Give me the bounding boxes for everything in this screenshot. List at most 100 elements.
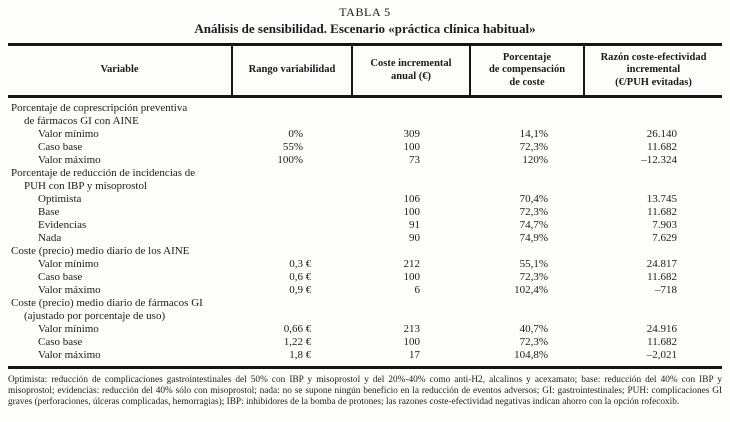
table-row: Optimista 106 70,4% 13.745: [8, 193, 722, 206]
coste-value: 106: [403, 193, 421, 205]
razon-value: –718: [655, 284, 677, 296]
pct-value: 102,4%: [514, 284, 548, 296]
row-label: Valor máximo: [38, 154, 101, 166]
coste-value: 213: [403, 323, 421, 335]
group-row: de fármacos GI con AINE: [8, 115, 722, 128]
row-label: Nada: [38, 232, 62, 244]
coste-value: 100: [403, 206, 421, 218]
col-header-rango-variabilidad: Rango variabilidad: [231, 44, 352, 98]
coste-value: [352, 115, 470, 128]
coste-value: [352, 167, 470, 180]
row-label: Base: [38, 206, 60, 218]
razon-value: [584, 310, 722, 323]
pct-value: 74,7%: [519, 219, 548, 231]
table-row: Caso base 1,22 € 100 72,3% 11.682: [8, 336, 722, 349]
razon-value: 11.682: [647, 271, 677, 283]
table-caption: TABLA 5 Análisis de sensibilidad. Escena…: [0, 0, 730, 37]
rango-value: [232, 193, 352, 206]
razon-value: 11.682: [647, 206, 677, 218]
rango-value: 100%: [277, 154, 303, 166]
pct-value: 104,8%: [514, 349, 548, 361]
coste-value: [352, 310, 470, 323]
coste-value: [352, 245, 470, 258]
rango-value: [232, 180, 352, 193]
razon-value: 26.140: [646, 128, 677, 140]
rango-value: [232, 167, 352, 180]
razon-value: [584, 245, 722, 258]
table-row: Caso base 55% 100 72,3% 11.682: [8, 141, 722, 154]
pct-value: [470, 180, 584, 193]
pct-value: 70,4%: [519, 193, 548, 205]
razon-value: 13.745: [646, 193, 677, 205]
rango-value: [232, 206, 352, 219]
rango-value: [232, 245, 352, 258]
razon-value: [584, 97, 722, 116]
row-label: Coste (precio) medio diario de los AINE: [11, 245, 190, 257]
table-row: Caso base 0,6 € 100 72,3% 11.682: [8, 271, 722, 284]
euro-unit: €: [303, 349, 312, 361]
col-header-porcentaje-compensacion: Porcentaje de compensación de coste: [469, 44, 584, 98]
table-row: Evidencias 91 74,7% 7.903: [8, 219, 722, 232]
coste-value: 212: [403, 258, 421, 270]
rango-value: 0,66 €: [283, 323, 312, 335]
group-row: (ajustado por porcentaje de uso): [8, 310, 722, 323]
table-row: Valor mínimo 0% 309 14,1% 26.140: [8, 128, 722, 141]
coste-value: 73: [409, 154, 420, 166]
coste-value: 90: [409, 232, 420, 244]
group-row: Porcentaje de coprescripción preventiva: [8, 97, 722, 116]
row-label: Valor máximo: [38, 284, 101, 296]
table-number: TABLA 5: [339, 5, 391, 19]
coste-value: 309: [403, 128, 421, 140]
rango-value: 1,22 €: [283, 336, 312, 348]
row-label: Caso base: [38, 141, 83, 153]
table-row: Valor mínimo 0,3 € 212 55,1% 24.817: [8, 258, 722, 271]
rango-value: [232, 97, 352, 116]
razon-value: [584, 115, 722, 128]
rango-value: [232, 232, 352, 245]
col-header-variable: Variable: [8, 44, 232, 98]
group-row: PUH con IBP y misoprostol: [8, 180, 722, 193]
group-row: Porcentaje de reducción de incidencias d…: [8, 167, 722, 180]
table-title: Análisis de sensibilidad. Escenario «prá…: [194, 21, 536, 36]
row-label: Porcentaje de reducción de incidencias d…: [11, 167, 196, 179]
row-label: Valor mínimo: [38, 323, 99, 335]
pct-value: [470, 310, 584, 323]
razon-value: [584, 297, 722, 310]
group-row: Coste (precio) medio diario de fármacos …: [8, 297, 722, 310]
row-label: Valor máximo: [38, 349, 101, 361]
coste-value: 100: [403, 336, 421, 348]
razon-value: 24.916: [646, 323, 677, 335]
row-label: Valor mínimo: [38, 128, 99, 140]
rango-value: 0%: [288, 128, 303, 140]
table-body: Porcentaje de coprescripción preventiva d…: [8, 97, 722, 368]
razon-value: 24.817: [646, 258, 677, 270]
pct-value: 55,1%: [519, 258, 548, 270]
razon-value: 7.903: [652, 219, 677, 231]
table-row: Valor máximo 0,9 € 6 102,4% –718: [8, 284, 722, 297]
euro-unit: €: [303, 323, 312, 335]
pct-value: 40,7%: [519, 323, 548, 335]
razon-value: 11.682: [647, 141, 677, 153]
row-label: Caso base: [38, 336, 83, 348]
euro-unit: €: [303, 271, 312, 283]
rango-value: [232, 297, 352, 310]
coste-value: 100: [403, 141, 421, 153]
pct-value: 14,1%: [519, 128, 548, 140]
razon-value: 7.629: [652, 232, 677, 244]
coste-value: [352, 297, 470, 310]
table-row: Valor máximo 100% 73 120% –12.324: [8, 154, 722, 167]
razon-value: 11.682: [647, 336, 677, 348]
pct-value: 72,3%: [519, 336, 548, 348]
table-row: Valor máximo 1,8 € 17 104,8% –2,021: [8, 349, 722, 368]
coste-value: [352, 180, 470, 193]
row-label: (ajustado por porcentaje de uso): [24, 310, 166, 322]
row-label: PUH con IBP y misoprostol: [24, 180, 148, 192]
pct-value: [470, 167, 584, 180]
sensitivity-analysis-table: Variable Rango variabilidad Coste increm…: [8, 43, 722, 369]
pct-value: 72,3%: [519, 206, 548, 218]
col-header-razon-coste-efectividad: Razón coste-efectividad incremental (€/P…: [583, 44, 722, 98]
pct-value: [470, 297, 584, 310]
rango-value: 1,8 €: [289, 349, 312, 361]
rango-value: [232, 115, 352, 128]
